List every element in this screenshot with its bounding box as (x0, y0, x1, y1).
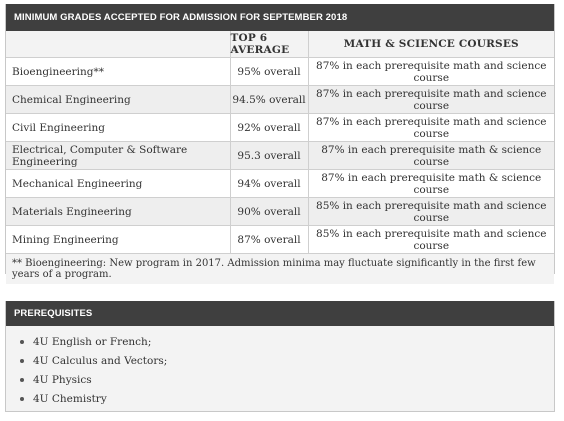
math-science-cell: 85% in each prerequisite math and scienc… (308, 225, 554, 254)
footnote: ** Bioengineering: New program in 2017. … (6, 254, 554, 284)
math-science-header: MATH & SCIENCE COURSES (308, 31, 554, 58)
list-item-label: 4U English or French; (33, 335, 152, 348)
program-column-header (6, 31, 231, 58)
list-item-label: 4U Physics (33, 373, 92, 386)
math-science-cell: 87% in each prerequisite math & science … (308, 141, 554, 170)
list-item: 4U English or French; (20, 332, 554, 351)
table-row: Electrical, Computer & Software Engineer… (6, 141, 554, 170)
math-science-cell: 87% in each prerequisite math and scienc… (308, 113, 554, 142)
table-header-row: TOP 6 AVERAGE MATH & SCIENCE COURSES (6, 31, 554, 58)
average-cell: 95.3 overall (230, 141, 309, 170)
program-cell: Electrical, Computer & Software Engineer… (6, 141, 231, 170)
list-item-label: 4U Chemistry (33, 392, 107, 405)
average-cell: 94% overall (230, 169, 309, 198)
prerequisites-title: PREREQUISITES (6, 301, 554, 326)
table-row: Materials Engineering 90% overall 85% in e… (6, 197, 554, 226)
program-cell: Materials Engineering (6, 197, 231, 226)
math-science-cell: 87% in each prerequisite math and scienc… (308, 85, 554, 114)
list-item: 4U Physics (20, 370, 554, 389)
program-cell: Mining Engineering (6, 225, 231, 254)
prerequisites-panel: PREREQUISITES 4U English or French; 4U Ca… (5, 301, 555, 412)
math-science-cell: 85% in each prerequisite math and scienc… (308, 197, 554, 226)
average-cell: 94.5% overall (230, 85, 309, 114)
bullet-icon (20, 396, 24, 401)
grades-panel-title: MINIMUM GRADES ACCEPTED FOR ADMISSION FO… (6, 4, 554, 31)
prerequisites-list: 4U English or French; 4U Calculus and Vec… (6, 332, 554, 408)
average-cell: 95% overall (230, 57, 309, 86)
table-row: Chemical Engineering 94.5% overall 87% in … (6, 85, 554, 114)
table-row: Mechanical Engineering 94% overall 87% in … (6, 169, 554, 198)
program-cell: Chemical Engineering (6, 85, 231, 114)
list-item-label: 4U Calculus and Vectors; (33, 354, 168, 367)
bullet-icon (20, 339, 24, 344)
program-cell: Civil Engineering (6, 113, 231, 142)
bullet-icon (20, 358, 24, 363)
table-row: Mining Engineering 87% overall 85% in each… (6, 225, 554, 254)
average-cell: 90% overall (230, 197, 309, 226)
average-cell: 87% overall (230, 225, 309, 254)
program-cell: Mechanical Engineering (6, 169, 231, 198)
list-item: 4U Chemistry (20, 389, 554, 408)
list-item: 4U Calculus and Vectors; (20, 351, 554, 370)
average-cell: 92% overall (230, 113, 309, 142)
grades-table: TOP 6 AVERAGE MATH & SCIENCE COURSES Bio… (6, 31, 554, 254)
math-science-cell: 87% in each prerequisite math & science … (308, 169, 554, 198)
admission-grades-panel: MINIMUM GRADES ACCEPTED FOR ADMISSION FO… (5, 4, 555, 284)
program-cell: Bioengineering** (6, 57, 231, 86)
math-science-cell: 87% in each prerequisite math and scienc… (308, 57, 554, 86)
table-row: Civil Engineering 92% overall 87% in each … (6, 113, 554, 142)
top6-average-header: TOP 6 AVERAGE (230, 31, 309, 58)
table-row: Bioengineering** 95% overall 87% in each p… (6, 57, 554, 86)
bullet-icon (20, 377, 24, 382)
